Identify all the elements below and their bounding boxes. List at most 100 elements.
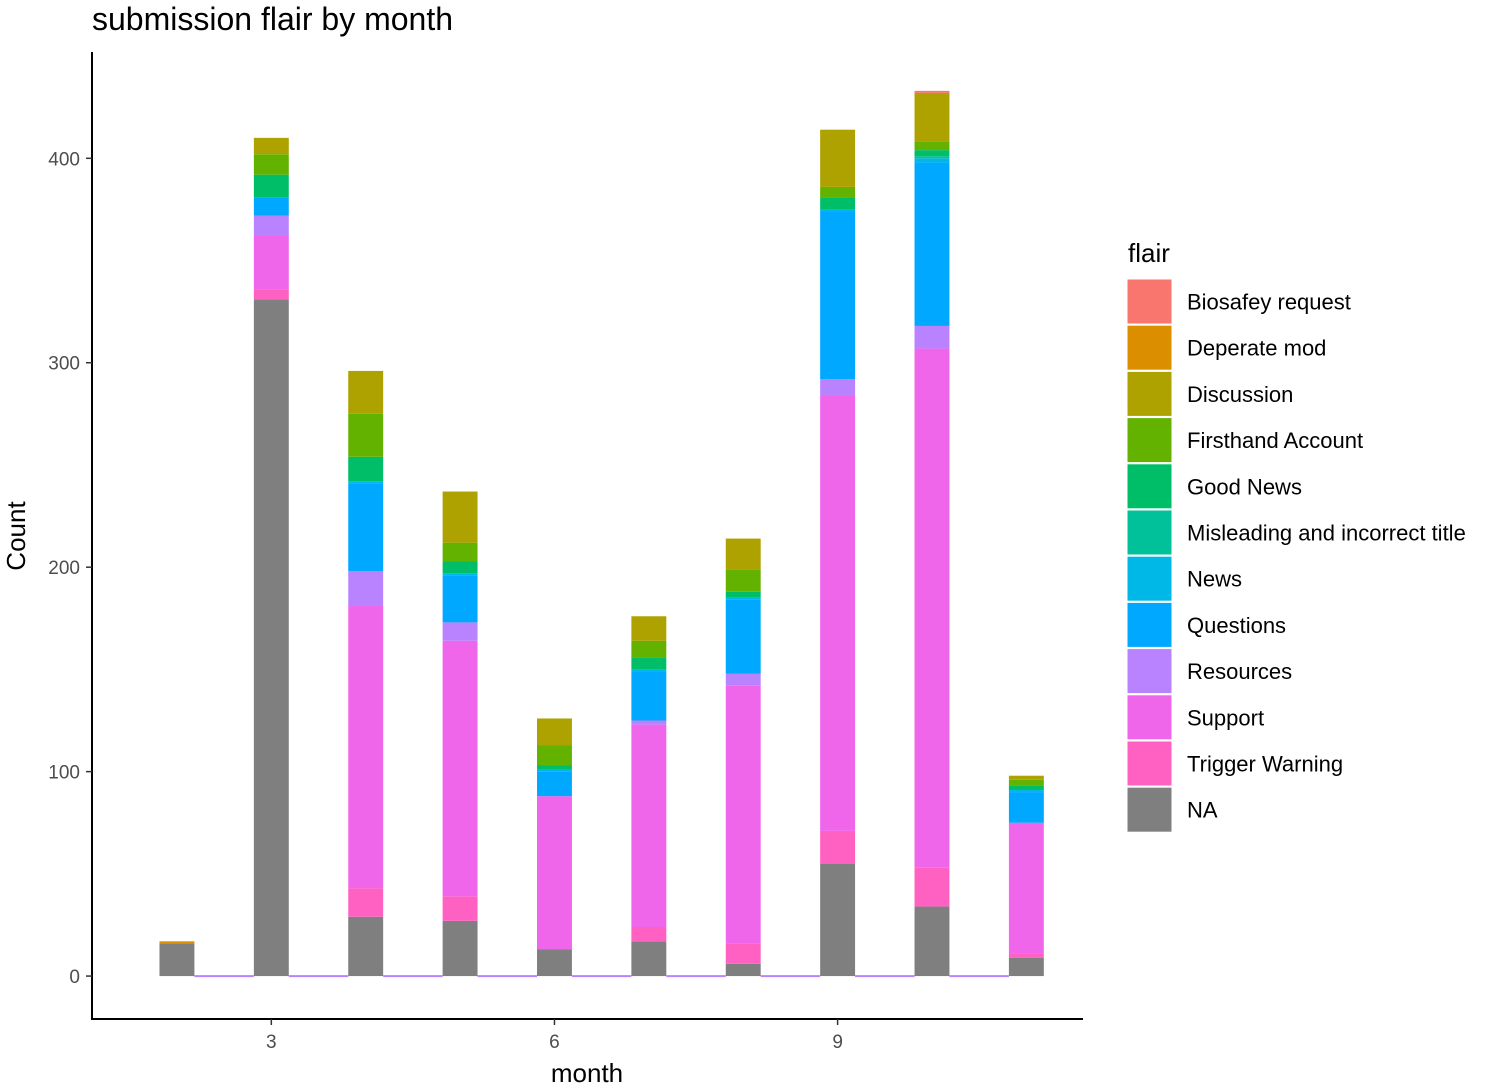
bar-segment (253, 235, 289, 290)
bar-segment (348, 606, 384, 889)
bar-segment (537, 796, 572, 950)
bar-segment (631, 927, 667, 942)
bar-segment (159, 941, 195, 944)
legend-label: Questions (1187, 613, 1286, 638)
legend-swatch (1126, 740, 1173, 787)
bar-segment (537, 769, 572, 772)
y-tick-label: 400 (48, 149, 80, 170)
x-tick-label: 3 (266, 1032, 277, 1053)
bar-segment (348, 413, 384, 457)
bar-segment (442, 575, 478, 623)
bar-segment (253, 215, 289, 236)
bar-segment (725, 673, 761, 686)
bar-segment (725, 569, 761, 592)
bar-segment (820, 379, 856, 396)
x-tick-label: 6 (549, 1032, 560, 1053)
legend-label: Support (1187, 705, 1264, 730)
legend-swatch (1126, 324, 1173, 371)
bar-segment (442, 561, 478, 574)
x-tick-label: 9 (832, 1032, 843, 1053)
plot-area (159, 90, 1044, 978)
legend-label: Misleading and incorrect title (1187, 521, 1466, 546)
bar-segment (820, 186, 856, 198)
bar-segment (725, 685, 761, 944)
legend-label: NA (1187, 798, 1218, 823)
bar-segment (253, 197, 289, 216)
y-tick-label: 0 (69, 967, 80, 988)
bar-segment (820, 197, 856, 210)
legend: flair Biosafey request Deperate mod Discus… (1126, 238, 1466, 833)
legend-swatch (1126, 694, 1173, 741)
bar-segment (442, 491, 478, 543)
bar-segment (442, 573, 478, 576)
bar-segment (537, 745, 572, 766)
bar-segment (537, 765, 572, 770)
legend-swatch (1126, 648, 1173, 695)
bar-segment (442, 896, 478, 921)
bar-segment (631, 671, 667, 721)
bar-segment (159, 943, 195, 977)
legend-swatch (1126, 601, 1173, 648)
bar-segment (914, 141, 950, 151)
y-axis-title: Count (1, 501, 31, 571)
bar-segment (348, 481, 384, 484)
legend-label: Discussion (1187, 382, 1293, 407)
bar-segment (820, 209, 856, 212)
bar-segment (914, 325, 950, 349)
bar-segment (348, 916, 384, 977)
legend-title: flair (1128, 238, 1170, 268)
legend-swatch (1126, 555, 1173, 602)
legend-label: Trigger Warning (1187, 752, 1343, 777)
bar-segment (820, 211, 856, 380)
bar-segment (253, 299, 289, 977)
bar-segment (725, 538, 761, 570)
bar-segment (253, 174, 289, 198)
legend-label: Resources (1187, 659, 1292, 684)
bar-segment (820, 395, 856, 831)
bar-segment (725, 943, 761, 964)
legend-label: Firsthand Account (1187, 428, 1363, 453)
bar-segment (725, 597, 761, 600)
bar-segment (253, 137, 289, 155)
legend-swatch (1126, 509, 1173, 556)
bar-segment (442, 640, 478, 897)
chart-title: submission flair by month (92, 1, 453, 37)
bar-segment (631, 724, 667, 928)
legend-swatch (1126, 463, 1173, 510)
bar-segment (914, 867, 950, 907)
bar-segment (1008, 953, 1044, 958)
bar-segment (253, 289, 289, 300)
bar-segment (348, 483, 384, 572)
bar-segment (914, 150, 950, 157)
bar-segment (1008, 957, 1044, 977)
bar-segment (914, 348, 950, 868)
y-tick-label: 100 (48, 763, 80, 784)
y-tick-label: 300 (48, 354, 80, 375)
bar-segment (537, 949, 572, 977)
bar-segment (348, 456, 384, 482)
bar-segment (914, 162, 950, 326)
bar-segment (631, 640, 667, 658)
bar-segment (725, 599, 761, 674)
bar-segment (631, 669, 667, 672)
bar-segment (1008, 822, 1044, 954)
bar-segment (253, 154, 289, 175)
x-ticks: 3 6 9 (266, 1019, 843, 1053)
bar-segment (914, 156, 950, 159)
bar-segment (537, 718, 572, 746)
bar-segment (1008, 775, 1044, 780)
bar-segment (725, 591, 761, 598)
bar-segment (442, 542, 478, 562)
bar-segment (348, 370, 384, 414)
legend-label: Deperate mod (1187, 336, 1326, 361)
bar-segment (914, 906, 950, 977)
legend-swatch (1126, 786, 1173, 833)
legend-swatch (1126, 417, 1173, 464)
bar-segment (914, 92, 950, 142)
legend-label: News (1187, 567, 1242, 592)
y-tick-label: 200 (48, 558, 80, 579)
legend-label: Biosafey request (1187, 290, 1351, 315)
bar-segment (914, 90, 950, 93)
bar-segment (442, 920, 478, 977)
